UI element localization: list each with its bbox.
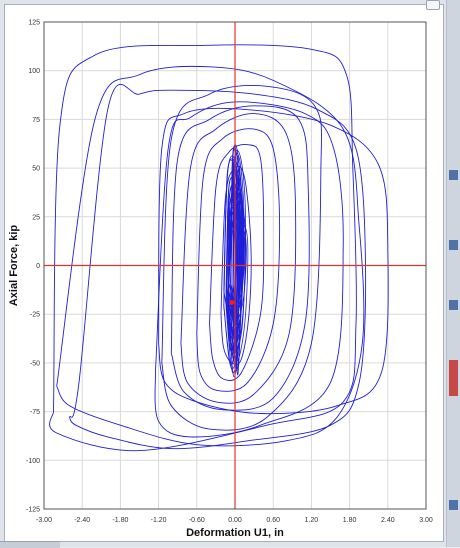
x-tick-label: 1.20	[305, 517, 319, 524]
x-tick-label: -2.40	[74, 517, 90, 524]
y-tick-label: -100	[26, 458, 40, 465]
series-layer	[49, 44, 389, 452]
plot-area-border	[43, 21, 427, 510]
x-tick-label: 0.60	[266, 517, 280, 524]
hysteresis-chart: -3.00 -2.40 -1.80 -1.20 -0.60 0.00 0.60 1.20 1.8…	[8, 20, 433, 540]
x-axis-label: Deformation U1, in	[186, 527, 284, 539]
series-loop	[49, 44, 357, 452]
y-tick-label: -25	[30, 312, 40, 319]
side-scroll-strip[interactable]	[447, 0, 460, 547]
x-tick-label: 2.40	[381, 517, 395, 524]
series-loop	[56, 65, 365, 447]
core-loop	[223, 155, 244, 370]
strip-marker	[449, 240, 458, 250]
y-tick-label: 100	[28, 68, 40, 75]
plot-frame	[43, 21, 427, 510]
window-corner-button[interactable]	[426, 0, 440, 10]
series-loop	[161, 84, 322, 431]
strip-marker	[449, 300, 458, 310]
x-tick-label: -1.20	[151, 517, 167, 524]
y-tick-label: -75	[30, 409, 40, 416]
bottom-tab[interactable]	[0, 541, 60, 548]
strip-marker	[449, 170, 458, 180]
x-tick-label: 0.00	[228, 517, 242, 524]
y-tick-label: -125	[26, 507, 40, 514]
series-loop	[180, 113, 297, 404]
x-tick-label: 1.80	[343, 517, 357, 524]
series-loop	[158, 107, 389, 415]
y-tick-label: 125	[28, 20, 40, 27]
strip-marker	[449, 360, 458, 396]
series-loop	[170, 105, 310, 411]
y-tick-label: -50	[30, 360, 40, 367]
x-tick-label: 3.00	[419, 517, 433, 524]
current-point-marker	[229, 300, 235, 306]
core-loop	[225, 176, 240, 315]
y-tick-label: 50	[32, 166, 40, 173]
y-axis-label: Axial Force, kip	[8, 225, 20, 307]
series-loop	[196, 128, 281, 392]
y-tick-label: 75	[32, 117, 40, 124]
y-tick-label: 0	[36, 263, 40, 270]
core-loop	[228, 202, 241, 360]
series-loop	[69, 83, 367, 450]
y-tick-label: 25	[32, 214, 40, 221]
origin-crosshair	[44, 22, 426, 509]
x-tick-label: -3.00	[36, 517, 52, 524]
x-tick-label: -0.60	[189, 517, 205, 524]
x-tick-label: -1.80	[112, 517, 128, 524]
core-loop	[225, 182, 245, 337]
tick-labels: -3.00 -2.40 -1.80 -1.20 -0.60 0.00 0.60 1.20 1.8…	[26, 20, 433, 525]
series-loop	[209, 144, 265, 381]
core-loop	[230, 149, 246, 349]
strip-marker	[449, 500, 458, 510]
